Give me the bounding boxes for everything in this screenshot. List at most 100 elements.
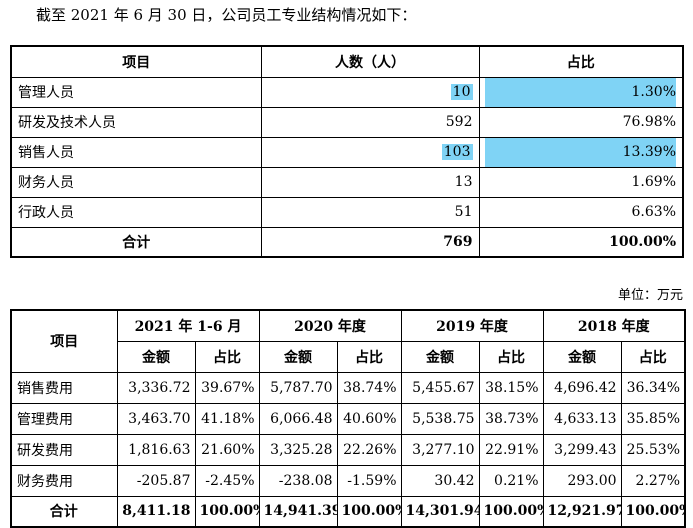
row-label: 销售费用 <box>10 371 118 404</box>
ratio-cell: 100.00% <box>620 495 686 528</box>
highlighted-ratio: 13.39% <box>622 144 676 160</box>
ratio-cell: 22.91% <box>478 433 544 466</box>
ratio-cell: 1.69% <box>478 166 684 198</box>
ratio-cell: 21.60% <box>194 433 260 466</box>
amount-cell: -238.08 <box>258 464 338 497</box>
ratio-cell: 38.15% <box>478 371 544 404</box>
amount-cell: 12,921.97 <box>542 495 622 528</box>
table-row: 财务费用 -205.87 -2.45% -238.08 -1.59% 30.42 0.21%… <box>10 464 686 497</box>
amount-cell: 3,463.70 <box>116 402 196 435</box>
row-label: 财务人员 <box>10 166 262 198</box>
row-label: 研发费用 <box>10 433 118 466</box>
table-row: 销售人员 103 13.39% <box>10 136 684 168</box>
header-ratio: 占比 <box>336 340 402 373</box>
amount-cell: 5,538.75 <box>400 402 480 435</box>
count-cell: 51 <box>260 196 480 228</box>
period-header-row: 项目 2021 年 1-6 月 2020 年度 2019 年度 2018 年度 <box>10 309 686 373</box>
table-row: 行政人员 51 6.63% <box>10 196 684 228</box>
expense-table: 项目 2021 年 1-6 月 2020 年度 2019 年度 2018 年度 … <box>10 309 687 528</box>
amount-cell: 3,299.43 <box>542 433 622 466</box>
table-row: 管理人员 10 1.30% <box>10 76 684 108</box>
sub-header-row: 金额 占比 金额 占比 金额 占比 金额 占比 <box>11 340 686 373</box>
ratio-cell: 6.63% <box>478 196 684 228</box>
amount-cell: 4,696.42 <box>542 371 622 404</box>
highlighted-count: 10 <box>450 84 473 100</box>
table-row: 财务人员 13 1.69% <box>10 166 684 198</box>
header-amount: 金额 <box>116 340 196 373</box>
highlighted-ratio: 1.30% <box>631 84 676 100</box>
amount-cell: 4,633.13 <box>542 402 622 435</box>
row-label: 销售人员 <box>10 136 262 168</box>
total-row: 合计8,411.18100.00%14,941.39100.00%14,301.… <box>10 495 686 528</box>
ratio-cell: 100.00% <box>478 495 544 528</box>
amount-cell: 5,787.70 <box>258 371 338 404</box>
ratio-cell: 35.85% <box>620 402 686 435</box>
header-amount: 金额 <box>542 340 622 373</box>
amount-cell: 14,301.94 <box>400 495 480 528</box>
intro-text: 截至 2021 年 6 月 30 日，公司员工专业结构情况如下： <box>36 6 417 24</box>
ratio-cell: 22.26% <box>336 433 402 466</box>
total-count: 769 <box>260 226 480 258</box>
ratio-cell: 40.60% <box>336 402 402 435</box>
header-item: 项目 <box>10 45 262 78</box>
table-row: 研发及技术人员 592 76.98% <box>10 106 684 138</box>
ratio-cell: 39.67% <box>194 371 260 404</box>
ratio-cell: 100.00% <box>336 495 402 528</box>
count-cell: 13 <box>260 166 480 198</box>
header-period: 2020 年度 <box>258 309 402 342</box>
amount-cell: 8,411.18 <box>116 495 196 528</box>
count-cell: 592 <box>260 106 480 138</box>
ratio-cell: 13.39% <box>478 136 684 168</box>
table-row: 管理费用 3,463.70 41.18% 6,066.48 40.60% 5,538.75… <box>10 402 686 435</box>
header-amount: 金额 <box>400 340 480 373</box>
ratio-cell: 76.98% <box>478 106 684 138</box>
header-period: 2019 年度 <box>400 309 544 342</box>
ratio-cell: -1.59% <box>336 464 402 497</box>
row-label: 研发及技术人员 <box>10 106 262 138</box>
header-amount: 金额 <box>258 340 338 373</box>
amount-cell: 30.42 <box>400 464 480 497</box>
amount-cell: 1,816.63 <box>116 433 196 466</box>
count-cell: 103 <box>260 136 480 168</box>
amount-cell: 3,325.28 <box>258 433 338 466</box>
ratio-cell: 38.73% <box>478 402 544 435</box>
header-ratio: 占比 <box>194 340 260 373</box>
amount-cell: 5,455.67 <box>400 371 480 404</box>
row-label: 财务费用 <box>10 464 118 497</box>
row-label: 合计 <box>10 495 118 528</box>
ratio-cell: 41.18% <box>194 402 260 435</box>
total-ratio: 100.00% <box>478 226 684 258</box>
ratio-cell: 25.53% <box>620 433 686 466</box>
highlighted-count: 103 <box>441 144 473 160</box>
ratio-cell: 0.21% <box>478 464 544 497</box>
header-ratio: 占比 <box>478 340 544 373</box>
amount-cell: 3,277.10 <box>400 433 480 466</box>
unit-label: 单位：万元 <box>617 288 683 303</box>
header-ratio: 占比 <box>620 340 686 373</box>
row-label: 行政人员 <box>10 196 262 228</box>
total-row: 合计 769 100.00% <box>10 226 684 258</box>
count-cell: 10 <box>260 76 480 108</box>
table-row: 研发费用 1,816.63 21.60% 3,325.28 22.26% 3,277.10… <box>10 433 686 466</box>
ratio-cell: 36.34% <box>620 371 686 404</box>
amount-cell: 14,941.39 <box>258 495 338 528</box>
amount-cell: -205.87 <box>116 464 196 497</box>
header-ratio: 占比 <box>478 45 684 78</box>
row-label: 管理人员 <box>10 76 262 108</box>
ratio-cell: 2.27% <box>620 464 686 497</box>
amount-cell: 6,066.48 <box>258 402 338 435</box>
row-label: 管理费用 <box>10 402 118 435</box>
header-period: 2021 年 1-6 月 <box>116 309 260 342</box>
header-period: 2018 年度 <box>542 309 686 342</box>
table-header-row: 项目 人数（人） 占比 <box>10 45 684 78</box>
ratio-cell: 1.30% <box>478 76 684 108</box>
amount-cell: 3,336.72 <box>116 371 196 404</box>
amount-cell: 293.00 <box>542 464 622 497</box>
total-label: 合计 <box>10 226 262 258</box>
header-count: 人数（人） <box>260 45 480 78</box>
table-row: 销售费用 3,336.72 39.67% 5,787.70 38.74% 5,455.67… <box>10 371 686 404</box>
header-item: 项目 <box>10 309 118 373</box>
ratio-cell: 38.74% <box>336 371 402 404</box>
ratio-cell: 100.00% <box>194 495 260 528</box>
staff-structure-table: 项目 人数（人） 占比 管理人员 10 1.30% 研发及技术人员 592 76.98% 销… <box>10 45 684 258</box>
